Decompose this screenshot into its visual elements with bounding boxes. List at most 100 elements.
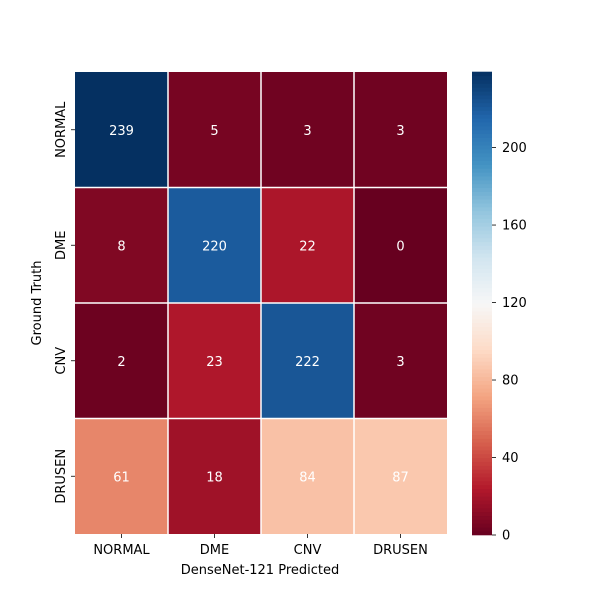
colorbar-strip xyxy=(472,411,492,416)
colorbar-strip xyxy=(472,357,492,362)
cell-value-label: 3 xyxy=(396,355,404,370)
colorbar-strip xyxy=(472,492,492,497)
colorbar-strip xyxy=(472,168,492,173)
colorbar-strip xyxy=(472,303,492,308)
colorbar-strip xyxy=(472,222,492,227)
colorbar-strip xyxy=(472,407,492,412)
colorbar-tick-label: 0 xyxy=(502,529,510,544)
colorbar-strip xyxy=(472,368,492,374)
colorbar-strip xyxy=(472,148,492,154)
colorbar-strip xyxy=(472,345,492,351)
colorbar-strip xyxy=(472,380,492,385)
heatmap-cell-cnv-normal xyxy=(75,303,168,419)
x-axis-label: DenseNet-121 Predicted xyxy=(181,563,340,578)
colorbar-strip xyxy=(472,87,492,92)
cell-value-label: 8 xyxy=(117,239,125,254)
cell-value-label: 22 xyxy=(299,239,316,254)
cell-value-label: 2 xyxy=(117,355,125,370)
colorbar-strip xyxy=(472,372,492,378)
colorbar-strip xyxy=(472,488,492,493)
colorbar-strip xyxy=(472,102,492,108)
colorbar-strip xyxy=(472,461,492,466)
heatmap-cell-drusen-drusen xyxy=(354,418,447,534)
colorbar-strip xyxy=(472,280,492,285)
heatmap-cell-normal-cnv xyxy=(261,72,354,188)
colorbar-gradient xyxy=(472,71,492,536)
y-axis-ticks: NORMAL DME CNV DRUSEN xyxy=(54,101,75,504)
colorbar-strip xyxy=(472,295,492,300)
y-tick-label: DRUSEN xyxy=(54,449,69,504)
colorbar-strip xyxy=(472,83,492,88)
colorbar-strip xyxy=(472,114,492,119)
colorbar-strip xyxy=(472,268,492,273)
colorbar-strip xyxy=(472,214,492,219)
colorbar-strip xyxy=(472,526,492,532)
colorbar-strip xyxy=(472,515,492,520)
colorbar-strip xyxy=(472,71,492,77)
colorbar-strip xyxy=(472,233,492,239)
colorbar-tick-label: 120 xyxy=(502,296,527,311)
colorbar-strip xyxy=(472,249,492,254)
colorbar-strip xyxy=(472,426,492,432)
x-tick-label: CNV xyxy=(294,543,322,558)
colorbar-strip xyxy=(472,453,492,459)
colorbar-strip xyxy=(472,384,492,389)
colorbar-strip xyxy=(472,415,492,420)
colorbar-strip xyxy=(472,484,492,489)
colorbar-tick-label: 160 xyxy=(502,219,527,234)
colorbar-strip xyxy=(472,465,492,470)
colorbar-strip xyxy=(472,395,492,401)
colorbar-strip xyxy=(472,164,492,169)
cell-value-label: 3 xyxy=(396,124,404,139)
colorbar-strip xyxy=(472,137,492,142)
heatmap-cell-dme-dme xyxy=(168,187,261,303)
cell-value-label: 220 xyxy=(202,239,227,254)
cell-value-label: 5 xyxy=(210,124,218,139)
colorbar-strip xyxy=(472,276,492,281)
colorbar-strip xyxy=(472,179,492,185)
colorbar-strip xyxy=(472,341,492,347)
colorbar-strip xyxy=(472,480,492,486)
heatmap-cells xyxy=(75,72,447,534)
colorbar-strip xyxy=(472,175,492,181)
colorbar-strip xyxy=(472,160,492,165)
colorbar-strip xyxy=(472,523,492,528)
cell-value-label: 87 xyxy=(392,470,409,485)
x-tick-label: DME xyxy=(200,543,229,558)
colorbar-strip xyxy=(472,476,492,482)
colorbar-strip xyxy=(472,499,492,505)
colorbar-strip xyxy=(472,442,492,447)
colorbar-strip xyxy=(472,364,492,370)
colorbar-strip xyxy=(472,511,492,517)
cell-value-label: 239 xyxy=(109,124,134,139)
colorbar-strip xyxy=(472,241,492,246)
colorbar-strip xyxy=(472,125,492,131)
colorbar-strip xyxy=(472,449,492,455)
x-tick-label: NORMAL xyxy=(93,543,150,558)
heatmap-cell-drusen-normal xyxy=(75,418,168,534)
colorbar-strip xyxy=(472,445,492,451)
colorbar-strip xyxy=(472,469,492,474)
cell-value-label: 61 xyxy=(113,470,130,485)
colorbar-strip xyxy=(472,314,492,320)
cell-value-label: 84 xyxy=(299,470,316,485)
colorbar-strip xyxy=(472,195,492,200)
colorbar-strip xyxy=(472,307,492,312)
heatmap-cell-dme-drusen xyxy=(354,187,447,303)
colorbar-strip xyxy=(472,438,492,443)
colorbar-strip xyxy=(472,75,492,81)
x-axis-ticks: NORMAL DME CNV DRUSEN xyxy=(93,534,428,558)
colorbar-strip xyxy=(472,210,492,216)
heatmap-cell-normal-normal xyxy=(75,72,168,188)
colorbar-ticks: 0 40 80 120 160 200 xyxy=(492,141,527,544)
colorbar-strip xyxy=(472,519,492,524)
colorbar-strip xyxy=(472,118,492,123)
colorbar-strip xyxy=(472,79,492,84)
colorbar-strip xyxy=(472,94,492,100)
colorbar-strip xyxy=(472,237,492,243)
heatmap-cell-dme-normal xyxy=(75,187,168,303)
colorbar-strip xyxy=(472,299,492,304)
colorbar-strip xyxy=(472,129,492,135)
colorbar-strip xyxy=(472,141,492,146)
colorbar-strip xyxy=(472,226,492,231)
